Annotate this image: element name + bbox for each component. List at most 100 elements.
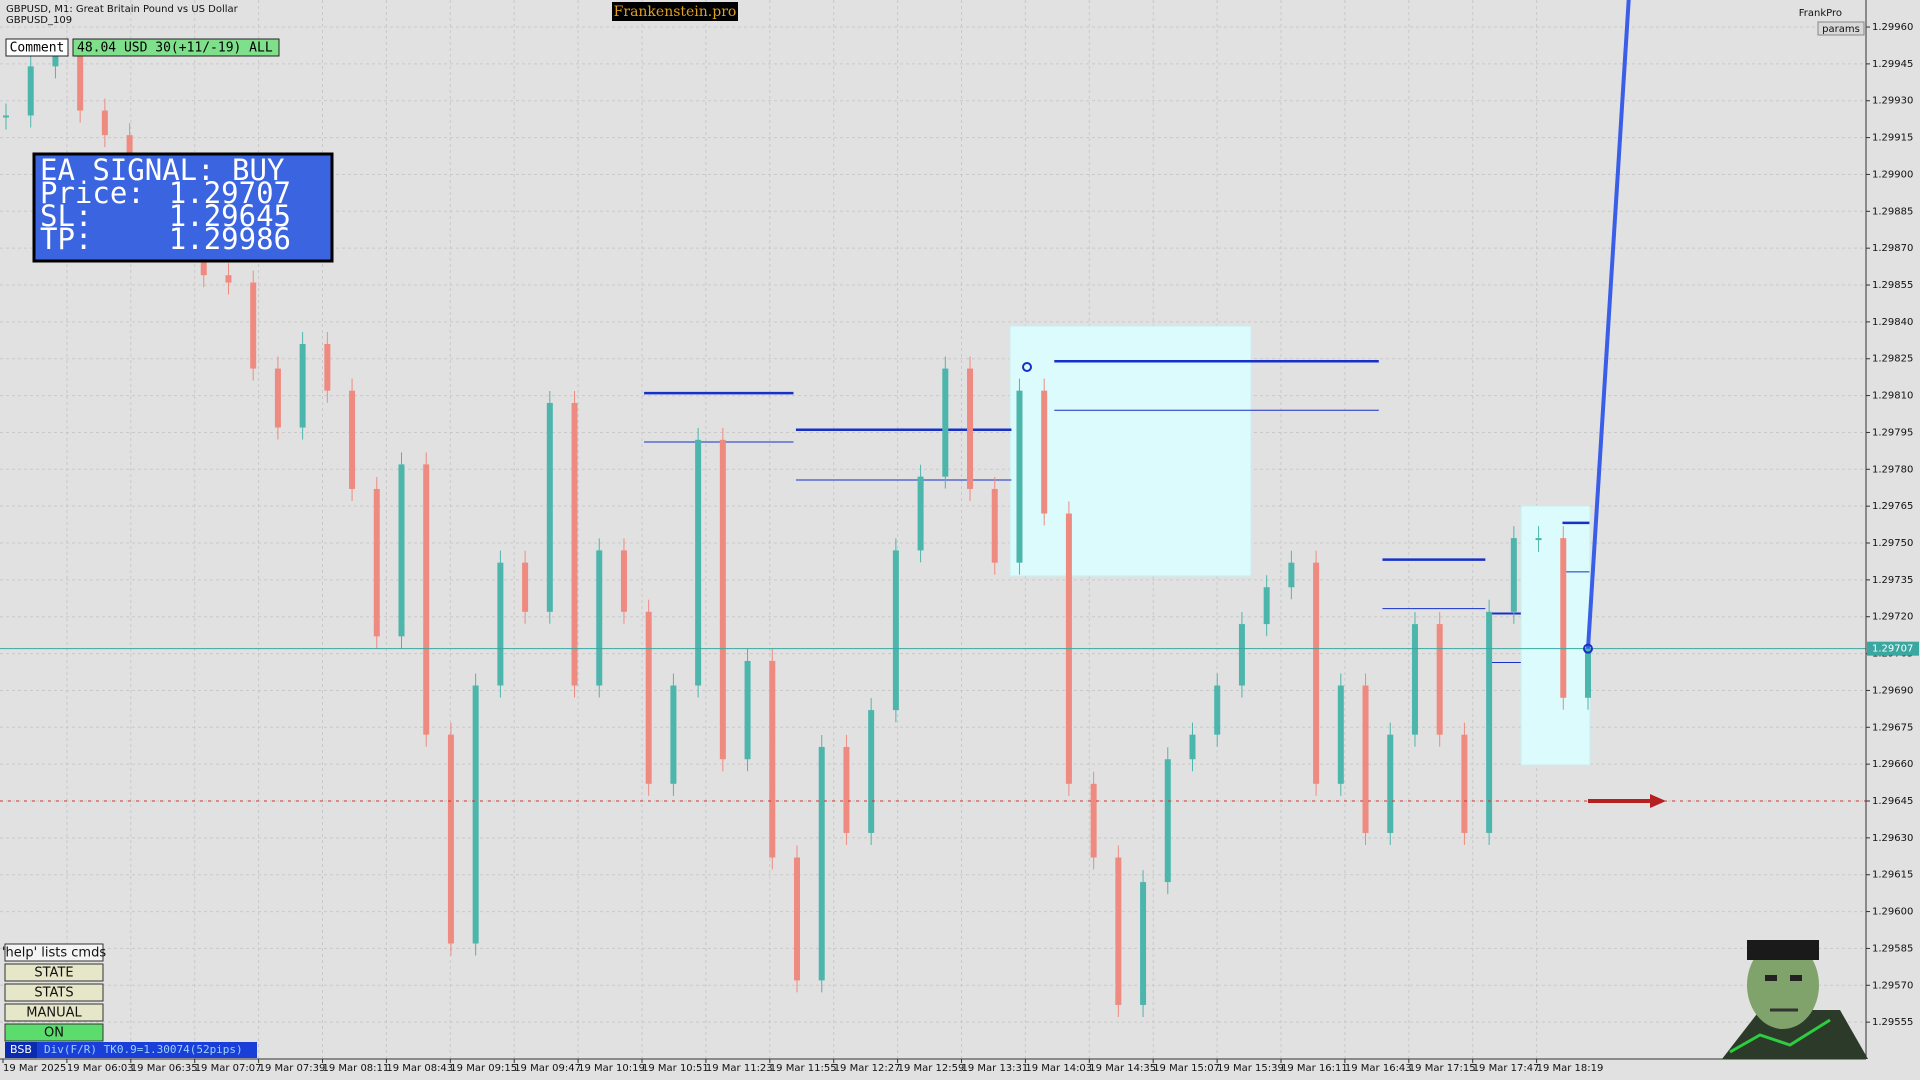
candle	[1461, 734, 1468, 833]
candle	[1535, 538, 1542, 541]
candle	[695, 439, 702, 686]
candle	[1387, 734, 1394, 833]
button[interactable]	[4, 983, 104, 1002]
signal-sl: 1.29645	[169, 199, 291, 233]
overlay	[0, 0, 1866, 809]
y-tick-label: 1.29690	[1872, 685, 1913, 696]
candle	[546, 402, 553, 612]
candle	[571, 402, 578, 686]
status-tag: BSB	[10, 1043, 32, 1056]
comment-value-box	[72, 38, 280, 57]
candle	[1189, 734, 1196, 760]
candle	[1263, 587, 1270, 625]
button-label[interactable]: STATS	[34, 986, 73, 1001]
candle	[1313, 562, 1320, 784]
x-tick-label: 19 Mar 08:11	[323, 1063, 390, 1074]
x-tick-label: 19 Mar 15:39	[1217, 1063, 1284, 1074]
candle	[3, 115, 9, 118]
button-label[interactable]: STATE	[34, 966, 73, 981]
params-button[interactable]	[1817, 21, 1865, 36]
button-label[interactable]: 'help' lists cmds	[2, 946, 106, 961]
y-tick-label: 1.29645	[1872, 796, 1913, 807]
x-tick-label: 19 Mar 11:23	[706, 1063, 773, 1074]
y-tick-label: 1.29960	[1872, 22, 1913, 33]
candle	[349, 390, 356, 489]
candle	[917, 476, 924, 551]
account-label: GBPUSD_109	[6, 15, 72, 26]
button-label[interactable]: ON	[44, 1026, 64, 1041]
candle	[769, 660, 776, 858]
candle	[522, 562, 529, 612]
x-tick-label: 19 Mar 12:27	[834, 1063, 901, 1074]
y-tick-label: 1.29945	[1872, 59, 1913, 70]
y-tick-label: 1.29585	[1872, 943, 1913, 954]
candle	[1560, 538, 1567, 698]
axes: 1.29960 1.29945 1.29930 1.29915 1.29900 1.298…	[2, 22, 1919, 1074]
button[interactable]	[4, 1023, 104, 1042]
button[interactable]	[4, 963, 104, 982]
candle	[225, 275, 232, 283]
button-label[interactable]: MANUAL	[26, 1006, 82, 1021]
x-tick-label: 19 Mar 06:35	[131, 1063, 198, 1074]
button[interactable]	[4, 943, 104, 962]
take-profit-projection	[1586, 0, 1631, 649]
params-label[interactable]: params	[1822, 24, 1860, 35]
button-panel: 'help' lists cmds STATE STATS MANUAL ON	[2, 943, 106, 1042]
zone-box	[1520, 505, 1591, 766]
candle	[1411, 624, 1418, 735]
signal-tp: 1.29986	[169, 222, 291, 256]
y-tick-label: 1.29765	[1872, 501, 1913, 512]
candle	[1362, 685, 1369, 833]
candle	[472, 685, 479, 944]
candle	[1164, 759, 1171, 883]
candle	[645, 611, 652, 784]
x-tick-label: 19 Mar 07:07	[195, 1063, 262, 1074]
x-tick-label: 19 Mar 16:11	[1281, 1063, 1348, 1074]
user-label: FrankPro	[1799, 8, 1842, 19]
candle	[52, 54, 59, 67]
current-price-label: 1.29707	[1872, 644, 1913, 655]
y-tick-label: 1.29810	[1872, 391, 1913, 402]
y-tick-label: 1.29675	[1872, 722, 1913, 733]
sl-arrow-head	[1650, 794, 1666, 809]
candle	[1510, 538, 1517, 612]
y-tick-label: 1.29600	[1872, 907, 1913, 918]
y-tick-label: 1.29885	[1872, 206, 1913, 217]
y-tick-label: 1.29720	[1872, 612, 1913, 623]
candle	[497, 562, 504, 686]
button[interactable]	[4, 1003, 104, 1022]
price-candles	[3, 42, 1591, 1017]
candle	[27, 66, 34, 116]
x-tick-label: 19 Mar 2025	[3, 1063, 66, 1074]
x-tick-label: 19 Mar 09:15	[450, 1063, 517, 1074]
candle	[818, 746, 825, 981]
y-tick-label: 1.29555	[1872, 1017, 1913, 1028]
x-tick-label: 19 Mar 10:51	[642, 1063, 709, 1074]
x-tick-label: 19 Mar 11:55	[770, 1063, 837, 1074]
candle	[967, 368, 974, 489]
candle	[77, 54, 84, 111]
x-tick-label: 19 Mar 13:31	[962, 1063, 1029, 1074]
x-tick-label: 19 Mar 09:47	[514, 1063, 581, 1074]
y-tick-label: 1.29780	[1872, 464, 1913, 475]
y-tick-label: 1.29930	[1872, 96, 1913, 107]
candle	[1585, 648, 1591, 698]
symbol-label: GBPUSD, M1: Great Britain Pound vs US Do…	[6, 4, 239, 15]
y-tick-label: 1.29630	[1872, 833, 1913, 844]
candle	[423, 464, 430, 735]
candle	[1140, 882, 1147, 1005]
brand-label: Frankenstein.pro	[614, 4, 737, 20]
comment-box	[5, 38, 69, 57]
y-tick-label: 1.29570	[1872, 980, 1913, 991]
y-tick-label: 1.29615	[1872, 870, 1913, 881]
candle	[1115, 857, 1122, 1005]
candle	[892, 550, 899, 711]
mascot	[1722, 940, 1868, 1059]
candle	[620, 550, 627, 612]
signal-marker	[1022, 362, 1032, 372]
y-tick-label: 1.29750	[1872, 538, 1913, 549]
x-tick-label: 19 Mar 10:19	[578, 1063, 645, 1074]
signal-sl-label: SL:	[40, 199, 92, 233]
status-bar	[5, 1042, 257, 1058]
